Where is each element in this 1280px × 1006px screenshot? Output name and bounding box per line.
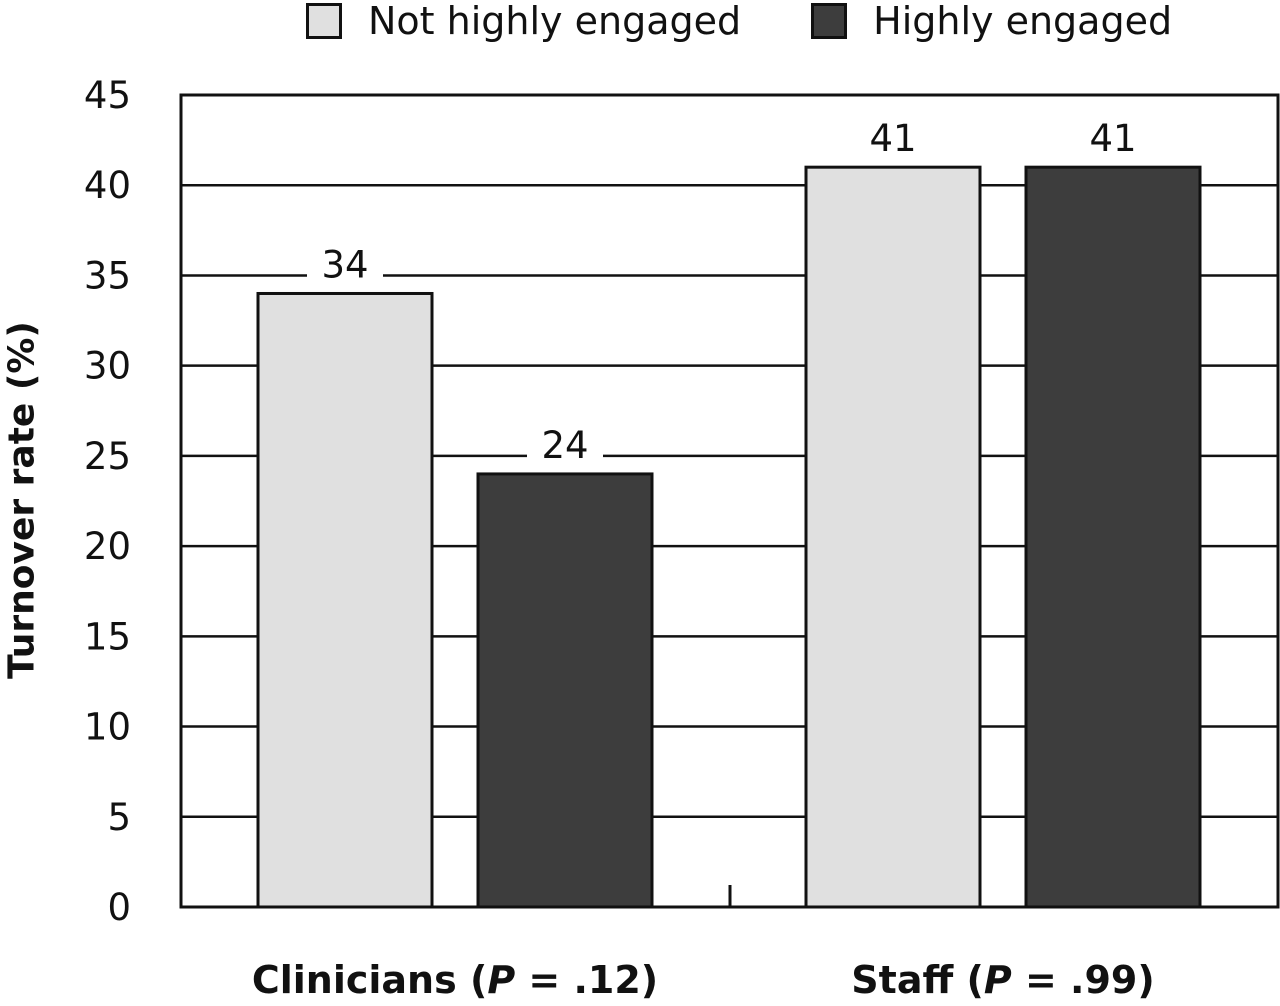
y-tick-label-45: 45 — [84, 74, 131, 117]
category-label-staff: Staff (P = .99) — [851, 958, 1155, 1002]
legend-swatch-highly-engaged — [811, 3, 848, 39]
y-tick-label-30: 30 — [84, 345, 131, 388]
category-name-staff: Staff — [851, 958, 954, 1002]
p-symbol-staff: P — [983, 958, 1012, 1002]
value-label-bg-1-1 — [1075, 115, 1151, 160]
y-tick-label-0: 0 — [107, 886, 131, 929]
legend-item-highly-engaged: Highly engaged — [811, 2, 1172, 40]
y-tick-label-40: 40 — [84, 164, 131, 207]
y-tick-label-15: 15 — [84, 615, 131, 658]
category-label-clinicians: Clinicians (P = .12) — [251, 958, 659, 1002]
value-label-bg-1-0 — [527, 421, 603, 466]
y-tick-label-5: 5 — [107, 796, 131, 839]
category-name-clinicians: Clinicians — [251, 958, 457, 1002]
y-tick-label-25: 25 — [84, 435, 131, 478]
value-label-bg-0-0 — [307, 241, 383, 286]
y-tick-label-10: 10 — [84, 706, 131, 749]
p-value-staff: = .99) — [1011, 958, 1155, 1002]
value-label-bg-0-1 — [855, 115, 931, 160]
bar-highly-engaged-clinicians — [476, 472, 654, 909]
value-label-highly-engaged-clinicians: 24 — [541, 424, 588, 467]
bar-not-highly-engaged-clinicians — [256, 291, 434, 909]
value-label-not-highly-engaged-staff: 41 — [869, 117, 916, 160]
legend-label-highly-engaged: Highly engaged — [873, 0, 1173, 43]
bar-highly-engaged-staff — [1024, 165, 1202, 909]
p-value-clinicians: = .12) — [515, 958, 659, 1002]
p-symbol-clinicians: P — [487, 958, 516, 1002]
value-label-highly-engaged-staff: 41 — [1089, 117, 1136, 160]
value-label-not-highly-engaged-clinicians: 34 — [321, 243, 368, 286]
bar-not-highly-engaged-staff — [804, 165, 982, 909]
legend: Not highly engaged Highly engaged — [306, 0, 1242, 42]
legend-swatch-not-highly-engaged — [306, 3, 342, 39]
legend-item-not-highly-engaged: Not highly engaged — [306, 2, 741, 40]
y-tick-label-35: 35 — [84, 254, 131, 297]
legend-label-not-highly-engaged: Not highly engaged — [368, 0, 742, 43]
y-tick-label-20: 20 — [84, 525, 131, 568]
